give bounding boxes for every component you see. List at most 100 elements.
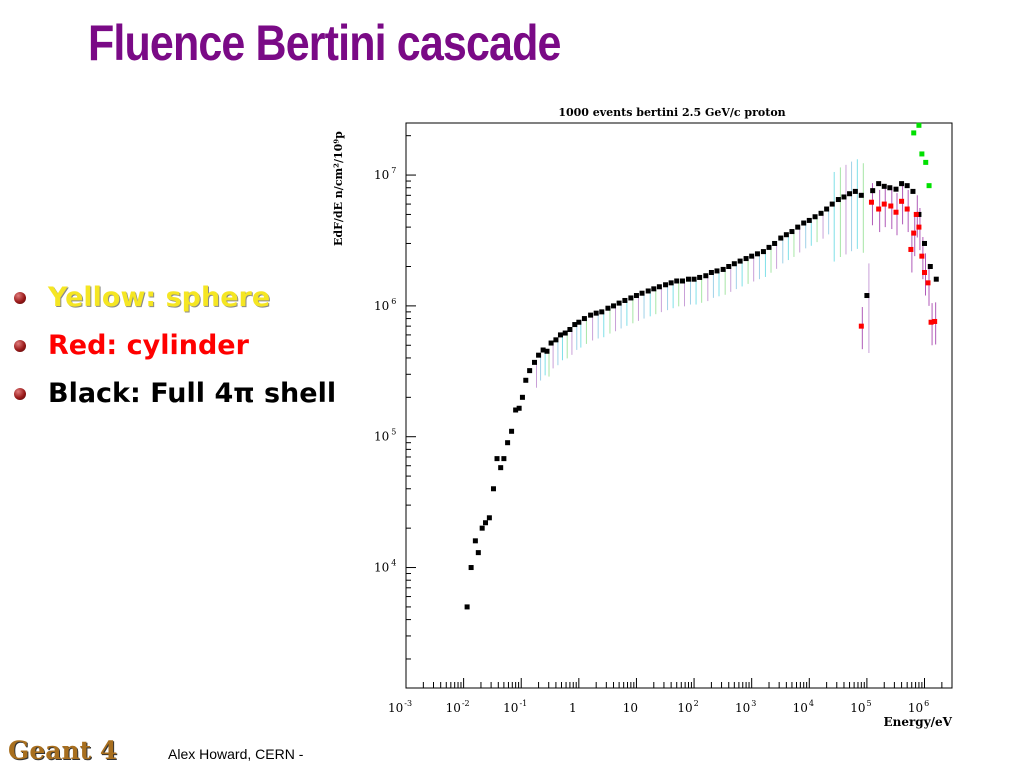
chart-title: 1000 events bertini 2.5 GeV/c proton (558, 106, 785, 119)
y-tick-label: 10 5 (374, 428, 396, 444)
y-axis-label: EdF/dE n/cm²/10⁹p (332, 131, 345, 246)
data-point (766, 244, 772, 250)
data-point (501, 456, 507, 462)
data-point (593, 310, 599, 316)
data-point (835, 197, 841, 203)
data-point (544, 348, 550, 354)
data-point (858, 323, 864, 329)
data-point (927, 264, 933, 270)
bullet-dot-icon (14, 292, 26, 304)
data-point (858, 192, 864, 198)
data-point (663, 282, 669, 288)
data-point (818, 210, 824, 216)
data-point (772, 240, 778, 246)
data-point (576, 319, 582, 325)
data-point (498, 465, 504, 471)
data-point (494, 456, 500, 462)
data-point (553, 337, 559, 343)
data-point (754, 251, 760, 257)
data-point (923, 159, 929, 165)
data-point (513, 407, 519, 413)
bullet-label: Black: Full 4π shell (48, 378, 337, 409)
data-point (720, 266, 726, 272)
data-point (852, 188, 858, 194)
data-point (760, 249, 766, 255)
data-point (523, 377, 529, 383)
data-point (932, 318, 938, 324)
data-point (527, 368, 533, 374)
data-point (475, 550, 481, 556)
data-point (505, 440, 511, 446)
data-point (870, 188, 876, 194)
data-point (599, 309, 605, 315)
data-point (516, 405, 522, 411)
data-point (519, 394, 525, 400)
plot-frame (405, 122, 953, 689)
data-point (928, 319, 934, 325)
bullet-black-shell: Black: Full 4π shell (10, 372, 336, 420)
data-point (919, 253, 925, 259)
data-point (841, 194, 847, 200)
data-point (668, 280, 674, 286)
data-point (913, 211, 919, 217)
x-tick-label: 103 (735, 699, 756, 715)
x-tick-label: 105 (850, 699, 871, 715)
data-point (847, 191, 853, 197)
x-tick-label: 1 (569, 701, 577, 715)
data-point (789, 229, 795, 235)
data-point (919, 151, 925, 157)
slide-title: Fluence Bertini cascade (88, 15, 561, 71)
bullet-dot-icon (14, 388, 26, 400)
data-point (910, 188, 916, 194)
data-point (888, 203, 894, 209)
data-point (680, 278, 686, 284)
data-point (468, 565, 474, 571)
data-point (633, 293, 639, 299)
data-point (567, 326, 573, 332)
data-point (911, 130, 917, 136)
data-point (904, 206, 910, 212)
data-point (926, 183, 932, 189)
y-tick-label: 10 4 (374, 559, 396, 575)
x-tick-label: 104 (793, 699, 814, 715)
error-bars (536, 159, 937, 388)
data-point (479, 525, 485, 531)
data-point (562, 330, 568, 336)
bullet-label: Red: cylinder (48, 330, 249, 361)
data-point (714, 268, 720, 274)
x-tick-label: 102 (677, 699, 698, 715)
data-point (490, 486, 496, 492)
data-point (922, 240, 928, 246)
x-tick-label: 10 (623, 701, 638, 715)
data-point (899, 198, 905, 204)
data-point (908, 246, 914, 252)
data-point (925, 280, 931, 286)
x-tick-labels: 10-3 10-2 10-1 1 10 102 103 104 105 106 (388, 699, 929, 715)
data-point (933, 276, 939, 282)
y-tick-label: 10 6 (374, 297, 396, 313)
data-point (868, 199, 874, 205)
geant4-logo: Geant 4 (8, 736, 118, 765)
data-point (893, 186, 899, 192)
data-point (737, 258, 743, 264)
x-tick-label: 10-1 (503, 699, 527, 715)
data-point (916, 211, 922, 217)
data-point (887, 185, 893, 191)
legend-bullet-list: Yellow: sphere Red: cylinder Black: Full… (10, 276, 336, 420)
minor-ticks (405, 135, 953, 688)
data-point (864, 293, 870, 299)
data-point (876, 181, 882, 187)
data-point (616, 300, 622, 306)
data-point (557, 332, 563, 338)
x-tick-label: 10-3 (388, 699, 412, 715)
data-point (532, 359, 538, 365)
data-point (464, 604, 470, 610)
data-point (922, 269, 928, 275)
data-point (801, 220, 807, 226)
data-point (881, 201, 887, 207)
data-point (708, 269, 714, 275)
footer-credit: Alex Howard, CERN - (168, 746, 304, 762)
data-point (540, 347, 546, 353)
bullet-dot-icon (14, 340, 26, 352)
